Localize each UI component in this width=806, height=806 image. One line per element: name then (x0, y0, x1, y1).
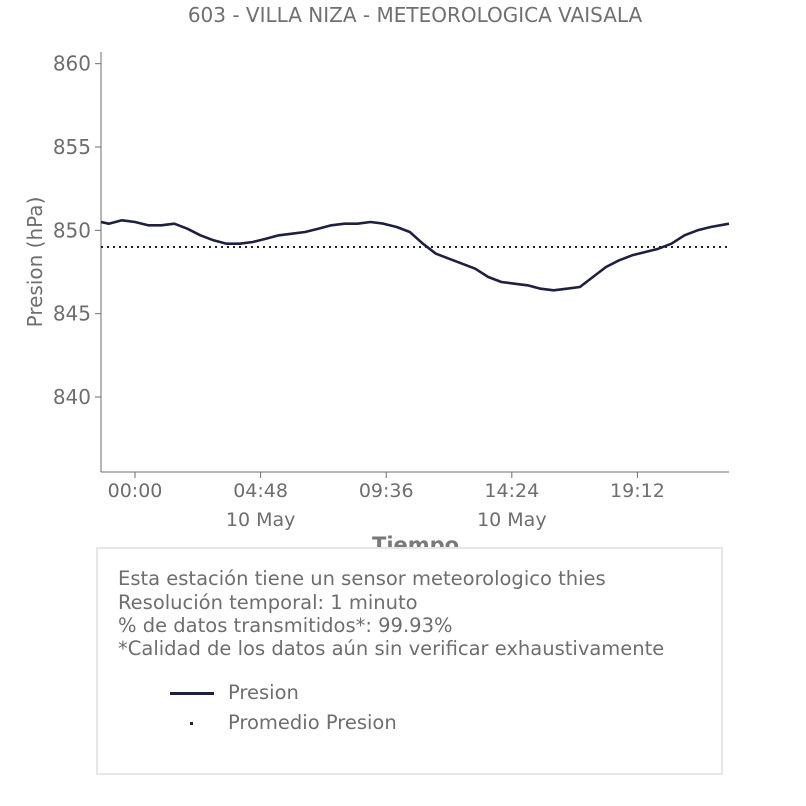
info-box: Esta estación tiene un sensor meteorolog… (96, 547, 723, 775)
y-tick-label: 840 (53, 385, 91, 409)
y-tick-label: 855 (53, 135, 91, 159)
info-transmitted: % de datos transmitidos*: 99.93% (118, 614, 453, 637)
y-axis-title: Presion (hPa) (23, 197, 47, 328)
legend-swatch-presion (170, 692, 214, 695)
y-axis-ticks: 840 845 850 855 860 (53, 52, 101, 409)
chart-plot: 840 845 850 855 860 00:00 04:48 10 May 09:36 14:… (23, 52, 730, 531)
legend-label-promedio: Promedio Presion (228, 711, 397, 734)
x-tick-label: 09:36 (359, 480, 414, 502)
x-tick-sublabel: 10 May (226, 509, 296, 531)
info-station-note: Esta estación tiene un sensor meteorolog… (118, 567, 606, 590)
series-line-presion (100, 219, 730, 292)
info-quality-note: *Calidad de los datos aún sin verificar … (118, 637, 665, 660)
y-tick-label: 850 (53, 218, 91, 242)
info-resolution: Resolución temporal: 1 minuto (118, 591, 418, 614)
x-tick-label: 00:00 (108, 480, 163, 502)
legend-label-presion: Presion (228, 681, 299, 704)
legend-swatch-promedio (190, 722, 193, 725)
chart-title: 603 - VILLA NIZA - METEOROLOGICA VAISALA (187, 3, 643, 27)
x-tick-sublabel: 10 May (477, 509, 547, 531)
x-axis-ticks: 00:00 04:48 10 May 09:36 14:24 10 May 19:12 (108, 472, 665, 531)
x-tick-label: 14:24 (484, 480, 539, 502)
series-layer (100, 219, 730, 292)
x-tick-label: 04:48 (233, 480, 288, 502)
x-tick-label: 19:12 (610, 480, 665, 502)
y-tick-label: 860 (53, 52, 91, 76)
y-tick-label: 845 (53, 302, 91, 326)
